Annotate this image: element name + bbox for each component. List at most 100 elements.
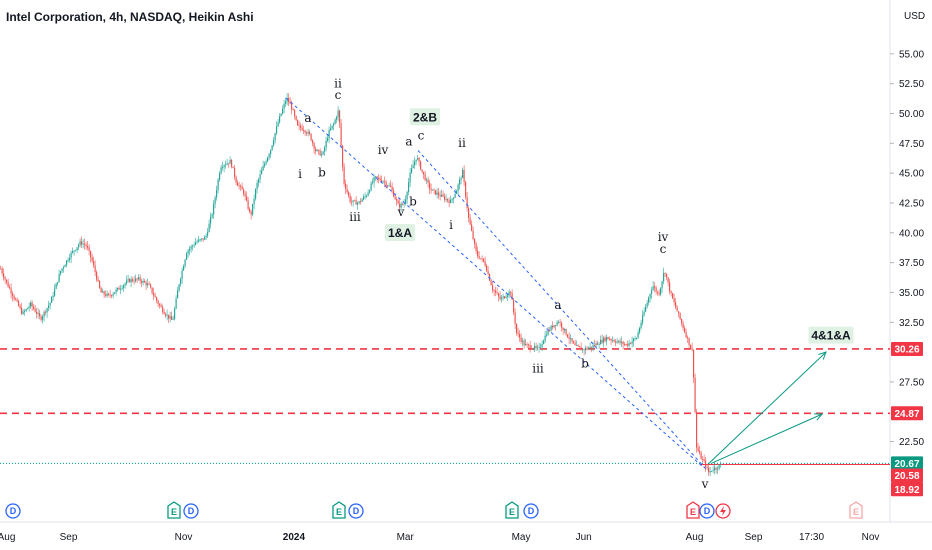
candle-body bbox=[402, 203, 404, 205]
candle-body bbox=[201, 238, 203, 240]
candle-body bbox=[511, 292, 513, 300]
arrow-head bbox=[813, 413, 824, 421]
candle-body bbox=[321, 154, 323, 156]
candle-body bbox=[375, 176, 377, 178]
candle-body bbox=[493, 290, 495, 291]
candle-body bbox=[295, 115, 297, 121]
candle-body bbox=[672, 293, 674, 299]
candle-body bbox=[1, 268, 3, 274]
candle-body bbox=[301, 127, 303, 131]
event-marker-E[interactable]: E bbox=[167, 501, 181, 519]
candle-body bbox=[118, 287, 120, 290]
candle-body bbox=[534, 346, 536, 349]
candle-body bbox=[690, 344, 692, 348]
wave-label: iv bbox=[658, 230, 669, 244]
candle-body bbox=[45, 311, 47, 313]
boxed-label: 2&B bbox=[413, 110, 437, 124]
horizontal-levels bbox=[0, 348, 890, 465]
candle-body bbox=[526, 344, 528, 345]
candle-body bbox=[351, 201, 353, 203]
candle-body bbox=[249, 208, 251, 212]
candle-body bbox=[105, 294, 107, 296]
candle-body bbox=[181, 270, 183, 279]
candle-body bbox=[669, 282, 671, 292]
candle-body bbox=[21, 307, 23, 314]
candle-body bbox=[303, 130, 305, 131]
earnings-icon bbox=[332, 501, 346, 519]
candle-body bbox=[150, 284, 152, 288]
candle-body bbox=[328, 129, 330, 139]
candle-body bbox=[517, 333, 519, 335]
candle-body bbox=[538, 346, 540, 348]
candle-body bbox=[262, 165, 264, 171]
candle-body bbox=[685, 332, 687, 338]
candle-body bbox=[361, 199, 363, 202]
candle-body bbox=[292, 109, 294, 111]
candle-body bbox=[109, 294, 111, 296]
event-marker-D[interactable]: D bbox=[183, 503, 199, 519]
candle-body bbox=[627, 344, 629, 346]
event-marker-D[interactable]: D bbox=[348, 503, 364, 519]
candle-body bbox=[268, 154, 270, 158]
dividend-icon-text: D bbox=[528, 506, 535, 516]
event-marker-S[interactable] bbox=[715, 503, 731, 519]
candle-body bbox=[628, 343, 630, 346]
price-tag-text: 20.67 bbox=[894, 459, 919, 470]
candle-body bbox=[120, 288, 122, 290]
event-marker-E[interactable]: E bbox=[849, 501, 863, 519]
candle-body bbox=[651, 290, 653, 295]
candle-body bbox=[622, 341, 624, 345]
candle-body bbox=[36, 311, 38, 314]
candle-body bbox=[655, 287, 657, 292]
candle-body bbox=[504, 296, 506, 299]
boxed-label-bg bbox=[409, 108, 441, 126]
candle-body bbox=[556, 322, 558, 326]
candle-body bbox=[568, 337, 570, 339]
candle-body bbox=[486, 265, 488, 272]
candle-body bbox=[49, 302, 51, 306]
candle-body bbox=[472, 230, 474, 240]
x-tick-label: Mar bbox=[397, 532, 415, 543]
candle-body bbox=[219, 173, 221, 180]
event-marker-D[interactable]: D bbox=[523, 503, 539, 519]
candle-body bbox=[33, 306, 35, 309]
candle-body bbox=[111, 295, 113, 297]
candle-body bbox=[634, 338, 636, 340]
candle-body bbox=[13, 296, 15, 299]
candle-body bbox=[591, 346, 593, 348]
event-marker-E[interactable]: E bbox=[505, 501, 519, 519]
event-marker-E[interactable]: E bbox=[686, 501, 700, 519]
currency-label[interactable]: USD bbox=[904, 11, 925, 22]
candle-body bbox=[244, 193, 246, 197]
candle-body bbox=[213, 203, 215, 215]
candle-body bbox=[676, 307, 678, 312]
candle-body bbox=[46, 308, 48, 313]
candle-body bbox=[286, 97, 288, 102]
candle-body bbox=[166, 314, 168, 316]
candle-body bbox=[394, 196, 396, 200]
event-marker-D[interactable]: D bbox=[5, 503, 21, 519]
wave-label: v bbox=[397, 205, 405, 219]
candle-body bbox=[675, 302, 677, 308]
candle-body bbox=[354, 200, 356, 202]
candle-body bbox=[64, 264, 66, 268]
candle-body bbox=[499, 296, 501, 300]
candle-body bbox=[427, 179, 429, 183]
candle-body bbox=[528, 344, 530, 346]
candle-body bbox=[346, 188, 348, 193]
dividend-icon-text: D bbox=[10, 506, 17, 516]
candle-body bbox=[51, 297, 53, 303]
event-marker-E[interactable]: E bbox=[332, 501, 346, 519]
event-marker-D[interactable]: D bbox=[699, 503, 715, 519]
candle-body bbox=[487, 271, 489, 274]
candle-body bbox=[405, 199, 407, 204]
candle-body bbox=[252, 203, 254, 215]
candle-body bbox=[67, 260, 69, 261]
candle-body bbox=[349, 195, 351, 202]
time-scale[interactable]: Aug Sep Nov 2024 Mar May Jun Aug Sep 17:30 Nov bbox=[0, 532, 879, 543]
candle-body bbox=[570, 338, 572, 339]
price-scale[interactable]: 55.00 52.50 50.00 47.50 45.00 42.50 40.00 37.50… bbox=[890, 49, 924, 448]
candle-body bbox=[151, 287, 153, 294]
